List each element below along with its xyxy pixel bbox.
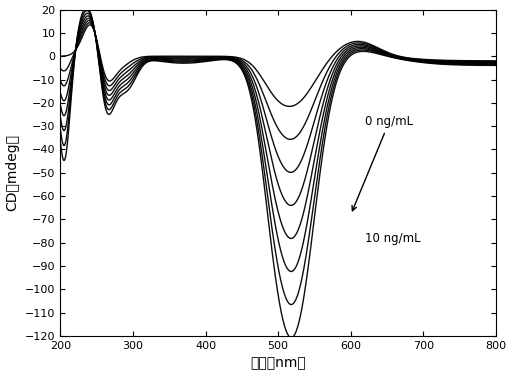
- Text: 0 ng/mL: 0 ng/mL: [352, 115, 413, 211]
- Y-axis label: CD（mdeg）: CD（mdeg）: [6, 134, 19, 211]
- X-axis label: 波长（nm）: 波长（nm）: [250, 356, 306, 370]
- Text: 10 ng/mL: 10 ng/mL: [365, 232, 421, 244]
